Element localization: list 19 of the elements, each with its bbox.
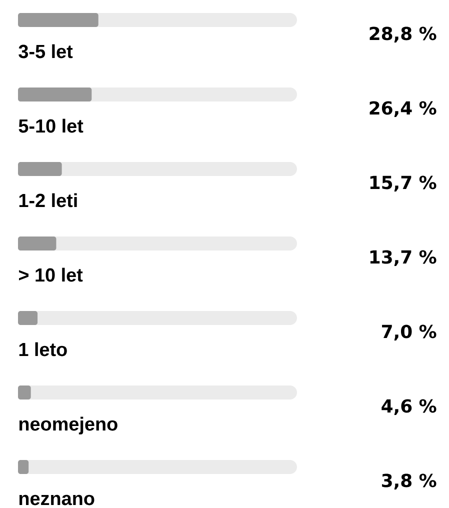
data-label: 26,4 % xyxy=(370,101,436,118)
y-tick-label: neomejeno xyxy=(19,416,118,434)
y-tick-label: > 10 let xyxy=(18,268,83,282)
y-tick-label: 5-10 let xyxy=(18,118,84,133)
bar xyxy=(18,162,62,176)
y-tick-label: 3-5 let xyxy=(18,44,73,58)
data-label: 28,8 % xyxy=(370,26,436,43)
bar xyxy=(18,311,38,326)
data-label: 7,0 % xyxy=(382,324,436,341)
bar xyxy=(18,460,29,474)
y-tick-label: 1-2 leti xyxy=(19,193,77,208)
data-label: 15,7 % xyxy=(370,176,436,192)
data-label: 4,6 % xyxy=(382,399,436,416)
bar xyxy=(18,386,31,400)
data-label: 13,7 % xyxy=(370,250,436,266)
bar xyxy=(18,236,56,251)
y-tick-label: 1 leto xyxy=(19,342,67,356)
data-label: 3,8 % xyxy=(382,474,436,490)
y-tick-label: neznano xyxy=(19,494,94,506)
